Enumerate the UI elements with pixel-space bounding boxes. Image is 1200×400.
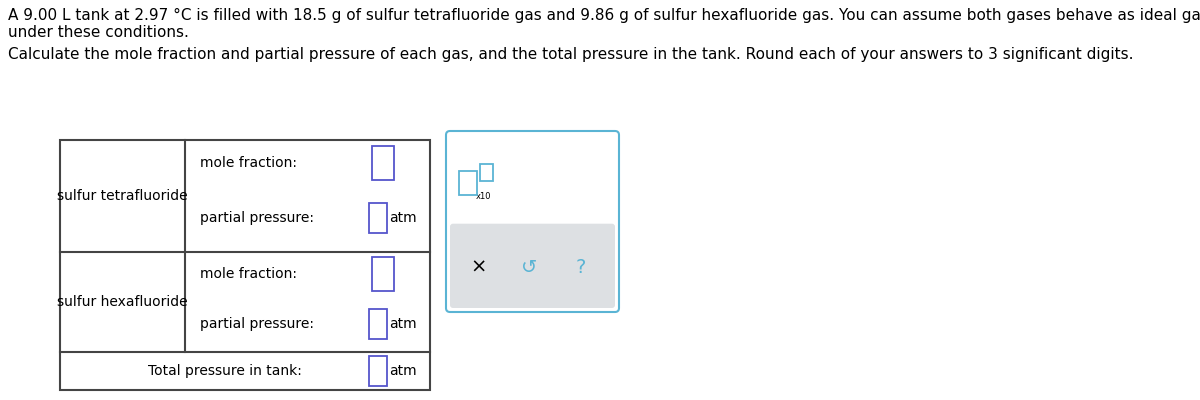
Text: partial pressure:: partial pressure: xyxy=(200,317,314,331)
Bar xyxy=(458,171,478,195)
Text: atm: atm xyxy=(389,317,416,331)
Text: Calculate the mole fraction and partial pressure of each gas, and the total pres: Calculate the mole fraction and partial … xyxy=(8,47,1134,62)
Text: atm: atm xyxy=(389,364,416,378)
Bar xyxy=(372,146,394,180)
FancyBboxPatch shape xyxy=(450,224,616,308)
Bar xyxy=(60,140,430,390)
Text: partial pressure:: partial pressure: xyxy=(200,211,314,225)
Bar xyxy=(480,164,492,181)
FancyBboxPatch shape xyxy=(446,131,619,312)
Text: ?: ? xyxy=(576,258,587,277)
Text: atm: atm xyxy=(389,211,416,225)
Text: A 9.00 L tank at 2.97 °C is filled with 18.5 g of sulfur tetrafluoride gas and 9: A 9.00 L tank at 2.97 °C is filled with … xyxy=(8,8,1200,23)
Text: sulfur tetrafluoride: sulfur tetrafluoride xyxy=(58,189,188,203)
Text: x10: x10 xyxy=(476,192,492,201)
Text: mole fraction:: mole fraction: xyxy=(200,156,298,170)
Text: ×: × xyxy=(470,258,486,277)
Bar xyxy=(370,309,386,339)
Text: Total pressure in tank:: Total pressure in tank: xyxy=(148,364,302,378)
Text: ↺: ↺ xyxy=(522,258,538,277)
Text: mole fraction:: mole fraction: xyxy=(200,267,298,281)
Bar xyxy=(370,356,386,386)
Bar xyxy=(372,257,394,291)
Bar xyxy=(370,203,386,233)
Text: sulfur hexafluoride: sulfur hexafluoride xyxy=(58,295,188,309)
Text: under these conditions.: under these conditions. xyxy=(8,25,188,40)
